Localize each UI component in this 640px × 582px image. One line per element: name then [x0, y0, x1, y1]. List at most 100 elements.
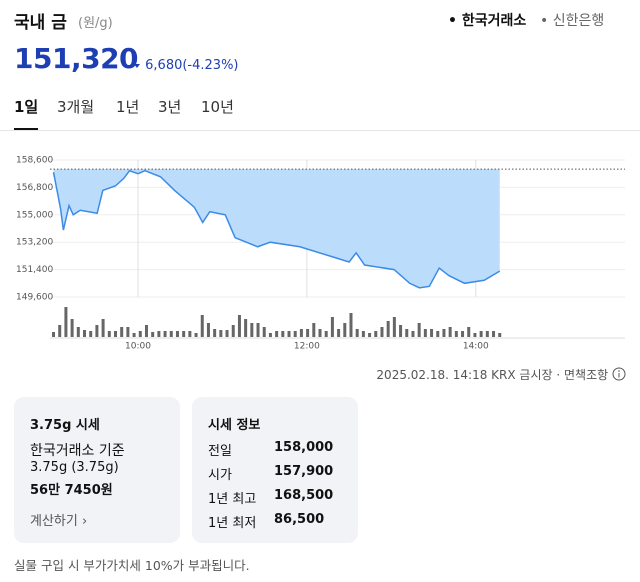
period-tab[interactable]: 10년: [201, 98, 234, 116]
volume-bar: [498, 333, 502, 337]
info-label: 시가: [208, 468, 232, 483]
source-tab[interactable]: • 신한은행: [540, 13, 605, 29]
volume-bar: [107, 331, 111, 337]
volume-bar: [423, 329, 427, 337]
link-label[interactable]: 계산하기: [30, 514, 78, 529]
weight: 3.75g (3.75g): [30, 460, 119, 475]
market: KRX 금시장: [491, 368, 553, 382]
active-underline: [14, 128, 38, 130]
period-tab[interactable]: 3년: [158, 98, 182, 116]
volume-bar: [70, 319, 74, 337]
volume-bar: [262, 327, 266, 337]
volume-bar: [58, 325, 62, 337]
volume-bar: [430, 329, 434, 337]
card: 시세 정보 전일 158,000 시가 157,900 1년 최고 168,500 1년 최…: [192, 397, 358, 543]
card: 3.75g 시세 한국거래소 기준 3.75g (3.75g) 56만 7450…: [14, 397, 180, 543]
info-label: 전일: [208, 444, 232, 459]
volume-bar: [169, 331, 173, 337]
volume-bar: [175, 331, 179, 337]
volume-bar: [330, 317, 334, 337]
volume-bar: [225, 330, 229, 337]
volume-bar: [492, 331, 496, 337]
tab-label[interactable]: 신한은행: [552, 13, 605, 29]
volume-bar: [151, 332, 155, 337]
volume-bar: [275, 331, 279, 337]
volume-bar: [268, 333, 272, 337]
volume-bar: [485, 331, 489, 337]
volume-bar: [343, 323, 347, 337]
volume-bar: [231, 325, 235, 337]
unit: (원/g): [78, 16, 113, 31]
volume-bar: [126, 327, 130, 337]
y-tick-label: 156,800: [16, 183, 53, 193]
volume-bar: [368, 333, 372, 337]
period-tab[interactable]: 3개월: [57, 98, 95, 116]
change-pct: (-4.23%): [182, 58, 239, 73]
volume-bar: [113, 331, 117, 337]
info-icon[interactable]: [612, 367, 626, 381]
volume-bar: [349, 313, 353, 337]
volume-bar: [163, 331, 167, 337]
divider: [0, 130, 640, 131]
volume-bar: [200, 315, 204, 337]
volume-bar: [206, 323, 210, 337]
volume-bar: [281, 331, 285, 337]
volume-bar: [132, 333, 136, 337]
volume-bar: [138, 331, 142, 337]
volume-bar: [337, 329, 341, 337]
x-tick-label: 12:00: [294, 342, 320, 352]
timestamp: 2025.02.18. 14:18: [376, 368, 488, 382]
period-tab[interactable]: 1년: [116, 98, 140, 116]
volume-bar: [101, 319, 105, 337]
card-price: 56만 7450원: [30, 483, 113, 498]
y-tick-label: 153,200: [16, 238, 53, 248]
volume-bar: [355, 329, 359, 337]
volume-bar: [213, 329, 217, 337]
volume-bar: [324, 331, 328, 337]
card-title: 시세 정보: [208, 418, 261, 433]
volume-bar: [461, 331, 465, 337]
volume-bar: [386, 321, 390, 337]
volume-bar: [299, 329, 303, 337]
volume-bar: [318, 329, 322, 337]
chart: 158,600 156,800 155,000 153,200 151,400 149,6…: [16, 156, 625, 352]
down-arrow: [134, 63, 140, 68]
volume-bar: [306, 329, 310, 337]
volume-bar: [83, 330, 87, 337]
volume-bar: [454, 331, 458, 337]
volume-bar: [144, 325, 148, 337]
volume-bar: [120, 327, 124, 337]
volume-bar: [256, 323, 260, 337]
y-tick-label: 149,600: [16, 293, 53, 303]
volume-bar: [293, 331, 297, 337]
info-value: 157,900: [274, 464, 334, 479]
info-label: 1년 최고: [208, 492, 257, 507]
volume-bar: [399, 325, 403, 337]
volume-bar: [287, 331, 291, 337]
disclaimer[interactable]: 면책조항: [564, 368, 609, 382]
volume-bar: [194, 333, 198, 337]
calc-link[interactable]: 계산하기 ›: [30, 514, 88, 529]
volume-bar: [473, 333, 477, 337]
info-label: 1년 최저: [208, 516, 257, 531]
period-tab[interactable]: 1일: [14, 98, 39, 116]
change: 6,680: [145, 58, 183, 73]
volume-bar: [76, 327, 80, 337]
source-tab[interactable]: • 한국거래소: [448, 13, 527, 29]
volume-bar: [182, 331, 186, 337]
source-line: 2025.02.18. 14:18 KRX 금시장 · 면책조항: [376, 366, 626, 383]
volume-bar: [467, 327, 471, 337]
volume-bar: [52, 332, 56, 337]
volume-bar: [95, 325, 99, 337]
volume-bar: [250, 323, 254, 337]
volume-bar: [188, 331, 192, 337]
volume-bar: [312, 323, 316, 337]
price-change: 6,680(-4.23%): [133, 58, 239, 73]
volume-bar: [361, 331, 365, 337]
volume-bar: [436, 331, 440, 337]
y-tick-label: 158,600: [16, 156, 53, 166]
tab-label[interactable]: 한국거래소: [461, 13, 527, 29]
basis: 한국거래소 기준: [30, 443, 125, 459]
